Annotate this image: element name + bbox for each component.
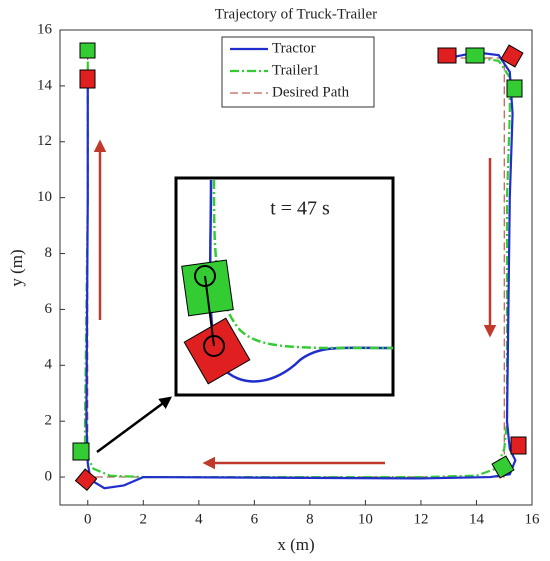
y-axis-label: y (m) xyxy=(7,249,26,286)
x-tick-label: 12 xyxy=(413,511,428,527)
plot-group: 0 2 4 6 8 10 12 14 16 0 2 4 6 8 10 12 14 16 xyxy=(37,21,540,527)
x-tick-label: 0 xyxy=(84,511,92,527)
legend-label: Tractor xyxy=(272,40,316,56)
y-tick-label: 12 xyxy=(37,133,52,149)
x-tick-label: 10 xyxy=(358,511,373,527)
series-line xyxy=(83,52,511,479)
y-tick-label: 8 xyxy=(45,245,53,261)
x-tick-label: 8 xyxy=(306,511,314,527)
y-tick-label: 2 xyxy=(45,413,53,429)
y-tick-label: 14 xyxy=(37,77,53,93)
x-tick-label: 14 xyxy=(469,511,485,527)
vehicles xyxy=(72,42,527,491)
legend-label: Desired Path xyxy=(272,84,350,100)
inset: t = 47 s xyxy=(174,176,395,397)
legend: Tractor Trailer1 Desired Path xyxy=(221,36,375,108)
y-tick-label: 6 xyxy=(45,301,53,317)
x-tick-label: 16 xyxy=(525,511,541,527)
y-tick-label: 16 xyxy=(37,21,53,37)
x-tick-label: 6 xyxy=(251,511,259,527)
series-line xyxy=(87,57,505,478)
y-tick-label: 4 xyxy=(45,357,53,373)
chart-title: Trajectory of Truck-Trailer xyxy=(215,6,377,22)
x-tick-label: 2 xyxy=(140,511,148,527)
y-tick-label: 0 xyxy=(45,468,53,484)
legend-label: Trailer1 xyxy=(272,62,320,78)
inset-annotation: t = 47 s xyxy=(270,198,330,220)
y-tick-label: 10 xyxy=(37,189,52,205)
zoom-arrow xyxy=(96,396,173,454)
x-tick-label: 4 xyxy=(195,511,203,527)
x-axis-label: x (m) xyxy=(277,535,314,554)
